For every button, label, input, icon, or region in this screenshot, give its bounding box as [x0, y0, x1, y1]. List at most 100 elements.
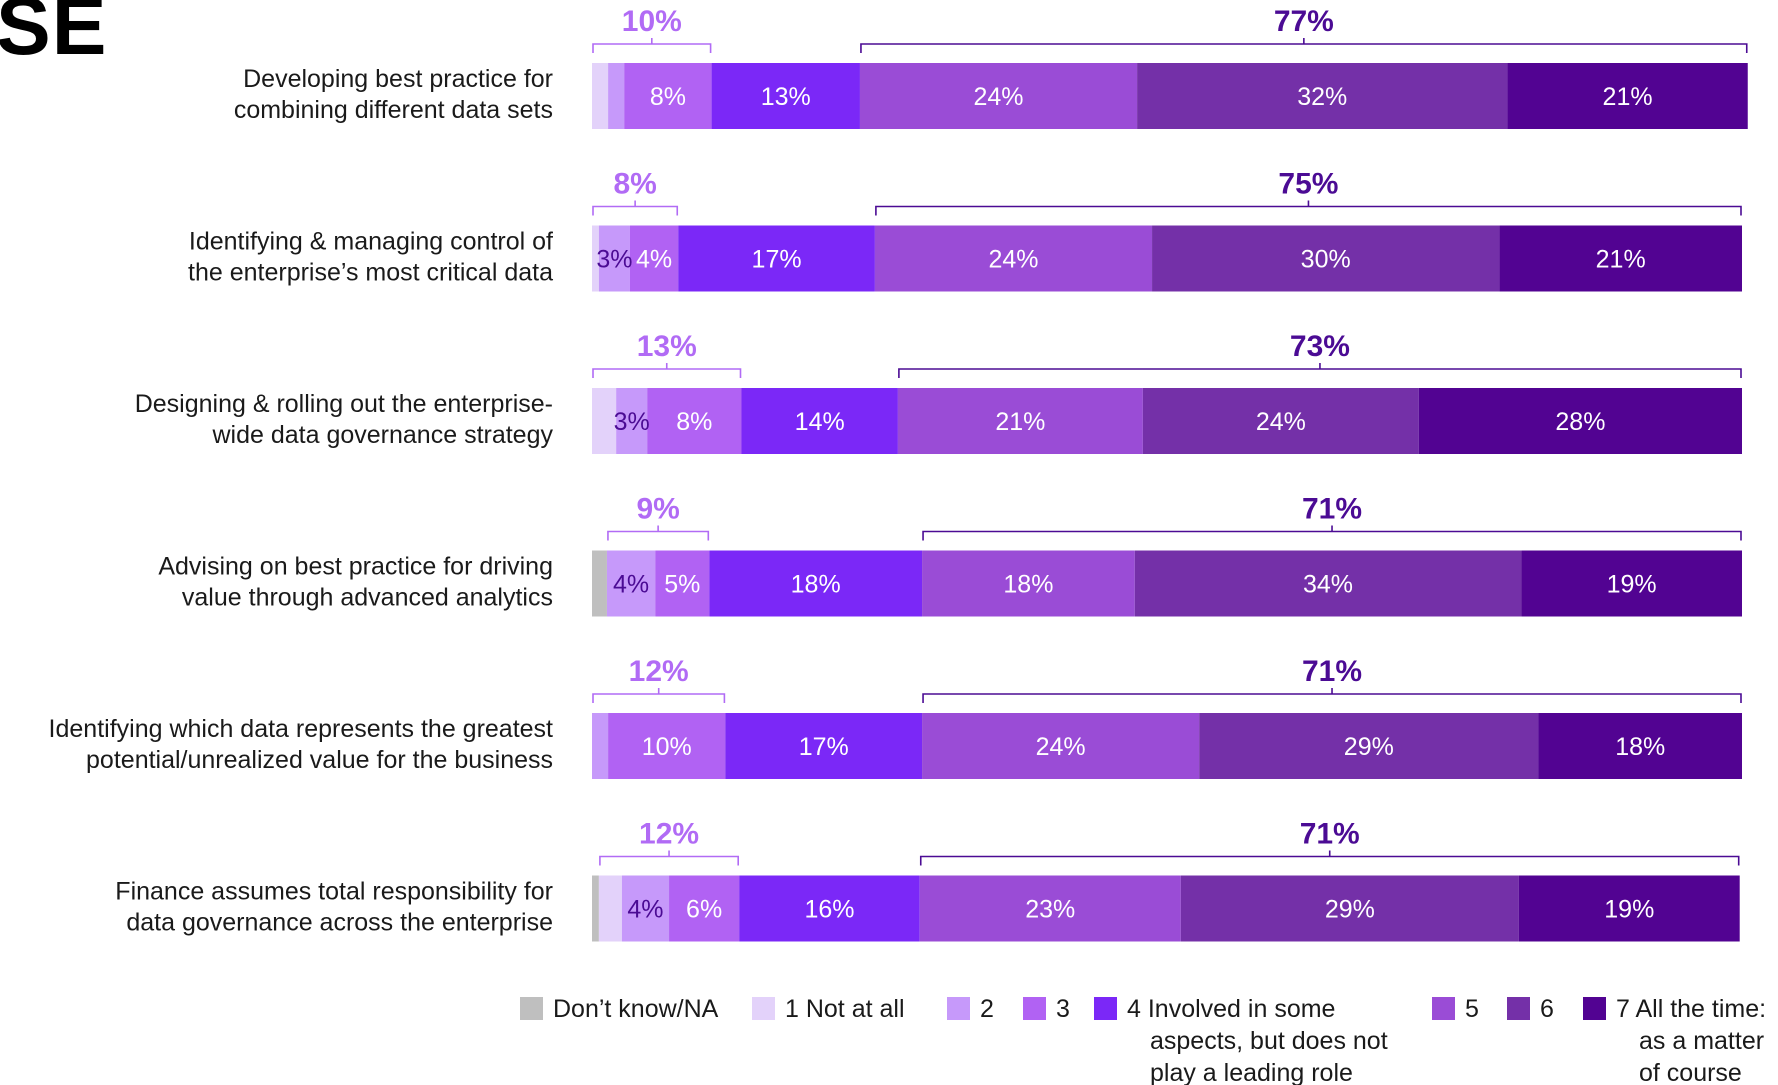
legend-swatch [1583, 997, 1606, 1020]
bracket-total-label: 10% [622, 5, 682, 38]
category-label: Identifying & managing control of the ent… [188, 228, 553, 287]
segment-value-label: 29% [1344, 733, 1394, 761]
bar-segment [592, 225, 599, 292]
bracket-total-label: 77% [1274, 5, 1334, 38]
category-label: Identifying which data represents the gr… [49, 715, 554, 774]
bracket: 77% [860, 5, 1748, 53]
legend-item: 5 [1432, 995, 1479, 1023]
page-title-fragment: SE [0, 0, 108, 72]
segment-value-label: 16% [804, 896, 854, 924]
segment-value-label: 3% [596, 246, 632, 274]
legend-label: 6 [1540, 995, 1554, 1023]
bracket: 71% [922, 493, 1742, 541]
segment-value-label: 3% [614, 408, 650, 436]
legend-item: 4 Involved in some aspects, but does not p… [1094, 995, 1388, 1085]
legend-label: 7 All the time: as a matter of course [1616, 995, 1766, 1085]
bar-segment [741, 388, 898, 454]
category-label: Advising on best practice for driving val… [158, 553, 553, 612]
bracket-total-label: 12% [629, 655, 689, 688]
segment-value-label: 29% [1325, 896, 1375, 924]
segment-value-label: 24% [988, 246, 1038, 274]
legend-swatch [947, 997, 970, 1020]
bracket-total-label: 71% [1302, 493, 1362, 526]
segment-value-label: 6% [686, 896, 722, 924]
bracket-total-label: 75% [1278, 168, 1338, 201]
bar-segment [874, 225, 1153, 292]
legend-item: 7 All the time: as a matter of course [1583, 995, 1766, 1085]
legend-item: 2 [947, 995, 994, 1023]
bar-segment [1199, 713, 1539, 779]
segment-value-label: 19% [1604, 896, 1654, 924]
bar-segment [1499, 225, 1742, 292]
bracket-total-label: 13% [637, 330, 697, 363]
bracket: 75% [875, 168, 1742, 216]
bar-segment [608, 63, 625, 129]
bar-segment [598, 875, 622, 942]
bar-segment [1142, 388, 1419, 454]
bar-row: Finance assumes total responsibility for… [115, 818, 1740, 942]
legend-item: 1 Not at all [752, 995, 905, 1023]
legend-swatch [1507, 997, 1530, 1020]
legend-label: 4 Involved in some aspects, but does not p… [1127, 995, 1388, 1085]
bar-segment [629, 225, 679, 292]
bracket-total-label: 71% [1302, 655, 1362, 688]
bar-segment [592, 550, 607, 617]
bar-segment [739, 875, 920, 942]
bar-segment [624, 63, 712, 129]
legend-label: 2 [980, 995, 994, 1023]
bar-row: Designing & rolling out the enterprise-w… [135, 330, 1742, 454]
legend-label: 5 [1465, 995, 1479, 1023]
segment-value-label: 23% [1025, 896, 1075, 924]
legend-swatch [1432, 997, 1455, 1020]
segment-value-label: 34% [1303, 571, 1353, 599]
segment-value-label: 17% [799, 733, 849, 761]
bar-segment [621, 875, 670, 942]
bracket-total-label: 12% [639, 818, 699, 851]
category-label: Finance assumes total responsibility for… [115, 878, 553, 937]
segment-value-label: 17% [752, 246, 802, 274]
legend-label: 3 [1056, 995, 1070, 1023]
legend-swatch [1023, 997, 1046, 1020]
bar-segment [655, 550, 710, 617]
bar-segment [592, 63, 609, 129]
segment-value-label: 24% [1036, 733, 1086, 761]
bar-segment [606, 550, 656, 617]
bar-segment [616, 388, 648, 454]
bar-segment [897, 388, 1143, 454]
segment-value-label: 32% [1297, 83, 1347, 111]
bar-segment [1507, 63, 1748, 129]
bracket: 71% [919, 818, 1740, 866]
legend-swatch [1094, 997, 1117, 1020]
bar-segment [1134, 550, 1522, 617]
bar-segment [592, 875, 599, 942]
segment-value-label: 8% [676, 408, 712, 436]
bar-row: Identifying which data represents the gr… [49, 655, 1742, 779]
legend-item: Don’t know/NA [520, 995, 719, 1023]
bar-segment [678, 225, 875, 292]
category-label: Developing best practice for combining di… [234, 65, 553, 124]
bar-segment [919, 875, 1181, 942]
segment-value-label: 4% [627, 896, 663, 924]
bracket-total-label: 9% [636, 493, 679, 526]
bracket: 12% [592, 655, 726, 703]
segment-value-label: 28% [1555, 408, 1605, 436]
bar-segment [1152, 225, 1500, 292]
segment-value-label: 18% [1615, 733, 1665, 761]
bracket: 73% [898, 330, 1742, 378]
category-label: Designing & rolling out the enterprise-w… [135, 390, 554, 449]
bar-segment [1180, 875, 1519, 942]
bars-layer: Developing best practice for combining di… [49, 5, 1748, 942]
bar-segment [709, 550, 923, 617]
bar-segment [592, 713, 609, 779]
segment-value-label: 30% [1301, 246, 1351, 274]
segment-value-label: 24% [974, 83, 1024, 111]
bracket-total-label: 71% [1300, 818, 1360, 851]
bar-segment [669, 875, 740, 942]
bar-segment [922, 550, 1135, 617]
bar-row: Identifying & managing control of the ent… [188, 168, 1742, 292]
bar-segment [592, 388, 617, 454]
bar-segment [608, 713, 726, 779]
bar-segment [1518, 875, 1740, 942]
segment-value-label: 13% [761, 83, 811, 111]
